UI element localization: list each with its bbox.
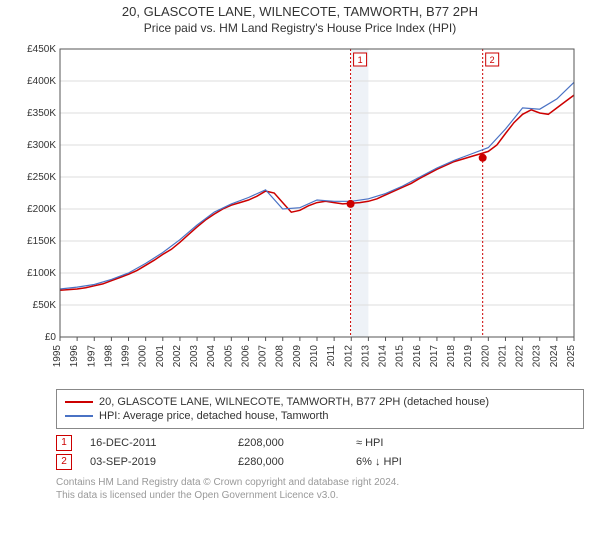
svg-text:1995: 1995 xyxy=(52,345,63,368)
sale-vs-hpi: ≈ HPI xyxy=(356,437,436,449)
svg-text:2022: 2022 xyxy=(515,345,526,368)
footer-attribution: Contains HM Land Registry data © Crown c… xyxy=(56,476,584,502)
svg-text:2001: 2001 xyxy=(155,345,166,368)
svg-text:2013: 2013 xyxy=(360,345,371,368)
chart-container: £0 £50K £100K £150K £200K £250K £300K £350K £400… xyxy=(16,43,584,383)
svg-text:2000: 2000 xyxy=(138,345,149,368)
sale-flag: 1 xyxy=(56,435,72,451)
legend-swatch xyxy=(65,401,93,403)
sale-vs-hpi: 6% ↓ HPI xyxy=(356,456,436,468)
svg-text:2004: 2004 xyxy=(206,345,217,368)
svg-text:1997: 1997 xyxy=(86,345,97,368)
svg-text:1: 1 xyxy=(358,55,363,65)
svg-text:£0: £0 xyxy=(45,332,57,343)
svg-text:2011: 2011 xyxy=(326,345,337,367)
svg-text:2012: 2012 xyxy=(343,345,354,368)
price-chart: £0 £50K £100K £150K £200K £250K £300K £350K £400… xyxy=(16,43,584,383)
footer-line-1: Contains HM Land Registry data © Crown c… xyxy=(56,476,584,489)
svg-text:2017: 2017 xyxy=(429,345,440,368)
svg-text:2: 2 xyxy=(490,55,495,65)
svg-text:2003: 2003 xyxy=(189,345,200,368)
title-block: 20, GLASCOTE LANE, WILNECOTE, TAMWORTH, … xyxy=(0,0,600,35)
svg-text:2005: 2005 xyxy=(223,345,234,368)
legend: 20, GLASCOTE LANE, WILNECOTE, TAMWORTH, … xyxy=(56,389,584,429)
svg-text:£250K: £250K xyxy=(27,172,56,183)
svg-text:1999: 1999 xyxy=(121,345,132,368)
svg-text:2019: 2019 xyxy=(463,345,474,368)
svg-text:2002: 2002 xyxy=(172,345,183,368)
legend-swatch xyxy=(65,415,93,417)
svg-text:2008: 2008 xyxy=(275,345,286,368)
sale-price: £208,000 xyxy=(238,437,338,449)
svg-text:£50K: £50K xyxy=(33,300,57,311)
chart-title-address: 20, GLASCOTE LANE, WILNECOTE, TAMWORTH, … xyxy=(0,4,600,19)
footer-line-2: This data is licensed under the Open Gov… xyxy=(56,489,584,502)
sale-row: 1 16-DEC-2011 £208,000 ≈ HPI xyxy=(56,435,584,451)
sale-date: 16-DEC-2011 xyxy=(90,437,220,449)
svg-text:1996: 1996 xyxy=(69,345,80,368)
svg-text:2006: 2006 xyxy=(240,345,251,368)
svg-text:2018: 2018 xyxy=(446,345,457,368)
svg-text:2025: 2025 xyxy=(566,345,577,368)
svg-text:2010: 2010 xyxy=(309,345,320,368)
svg-text:2020: 2020 xyxy=(480,345,491,368)
sale-date: 03-SEP-2019 xyxy=(90,456,220,468)
svg-text:2023: 2023 xyxy=(532,345,543,368)
svg-text:2021: 2021 xyxy=(497,345,508,368)
sales-table: 1 16-DEC-2011 £208,000 ≈ HPI 2 03-SEP-2019 £28… xyxy=(56,435,584,470)
legend-item: 20, GLASCOTE LANE, WILNECOTE, TAMWORTH, … xyxy=(65,396,575,408)
svg-text:£150K: £150K xyxy=(27,236,56,247)
svg-text:2014: 2014 xyxy=(378,345,389,368)
chart-title-sub: Price paid vs. HM Land Registry's House … xyxy=(0,21,600,35)
svg-text:£100K: £100K xyxy=(27,268,56,279)
svg-text:2024: 2024 xyxy=(549,345,560,368)
legend-item: HPI: Average price, detached house, Tamw… xyxy=(65,410,575,422)
svg-text:£300K: £300K xyxy=(27,140,56,151)
svg-text:2007: 2007 xyxy=(258,345,269,368)
svg-text:£350K: £350K xyxy=(27,108,56,119)
sale-row: 2 03-SEP-2019 £280,000 6% ↓ HPI xyxy=(56,454,584,470)
sale-flag: 2 xyxy=(56,454,72,470)
svg-text:1998: 1998 xyxy=(103,345,114,368)
svg-text:£400K: £400K xyxy=(27,76,56,87)
svg-text:£450K: £450K xyxy=(27,44,56,55)
svg-text:2009: 2009 xyxy=(292,345,303,368)
svg-text:2016: 2016 xyxy=(412,345,423,368)
svg-text:2015: 2015 xyxy=(395,345,406,368)
svg-text:£200K: £200K xyxy=(27,204,56,215)
sale-price: £280,000 xyxy=(238,456,338,468)
legend-label: HPI: Average price, detached house, Tamw… xyxy=(99,410,329,422)
legend-label: 20, GLASCOTE LANE, WILNECOTE, TAMWORTH, … xyxy=(99,396,489,408)
